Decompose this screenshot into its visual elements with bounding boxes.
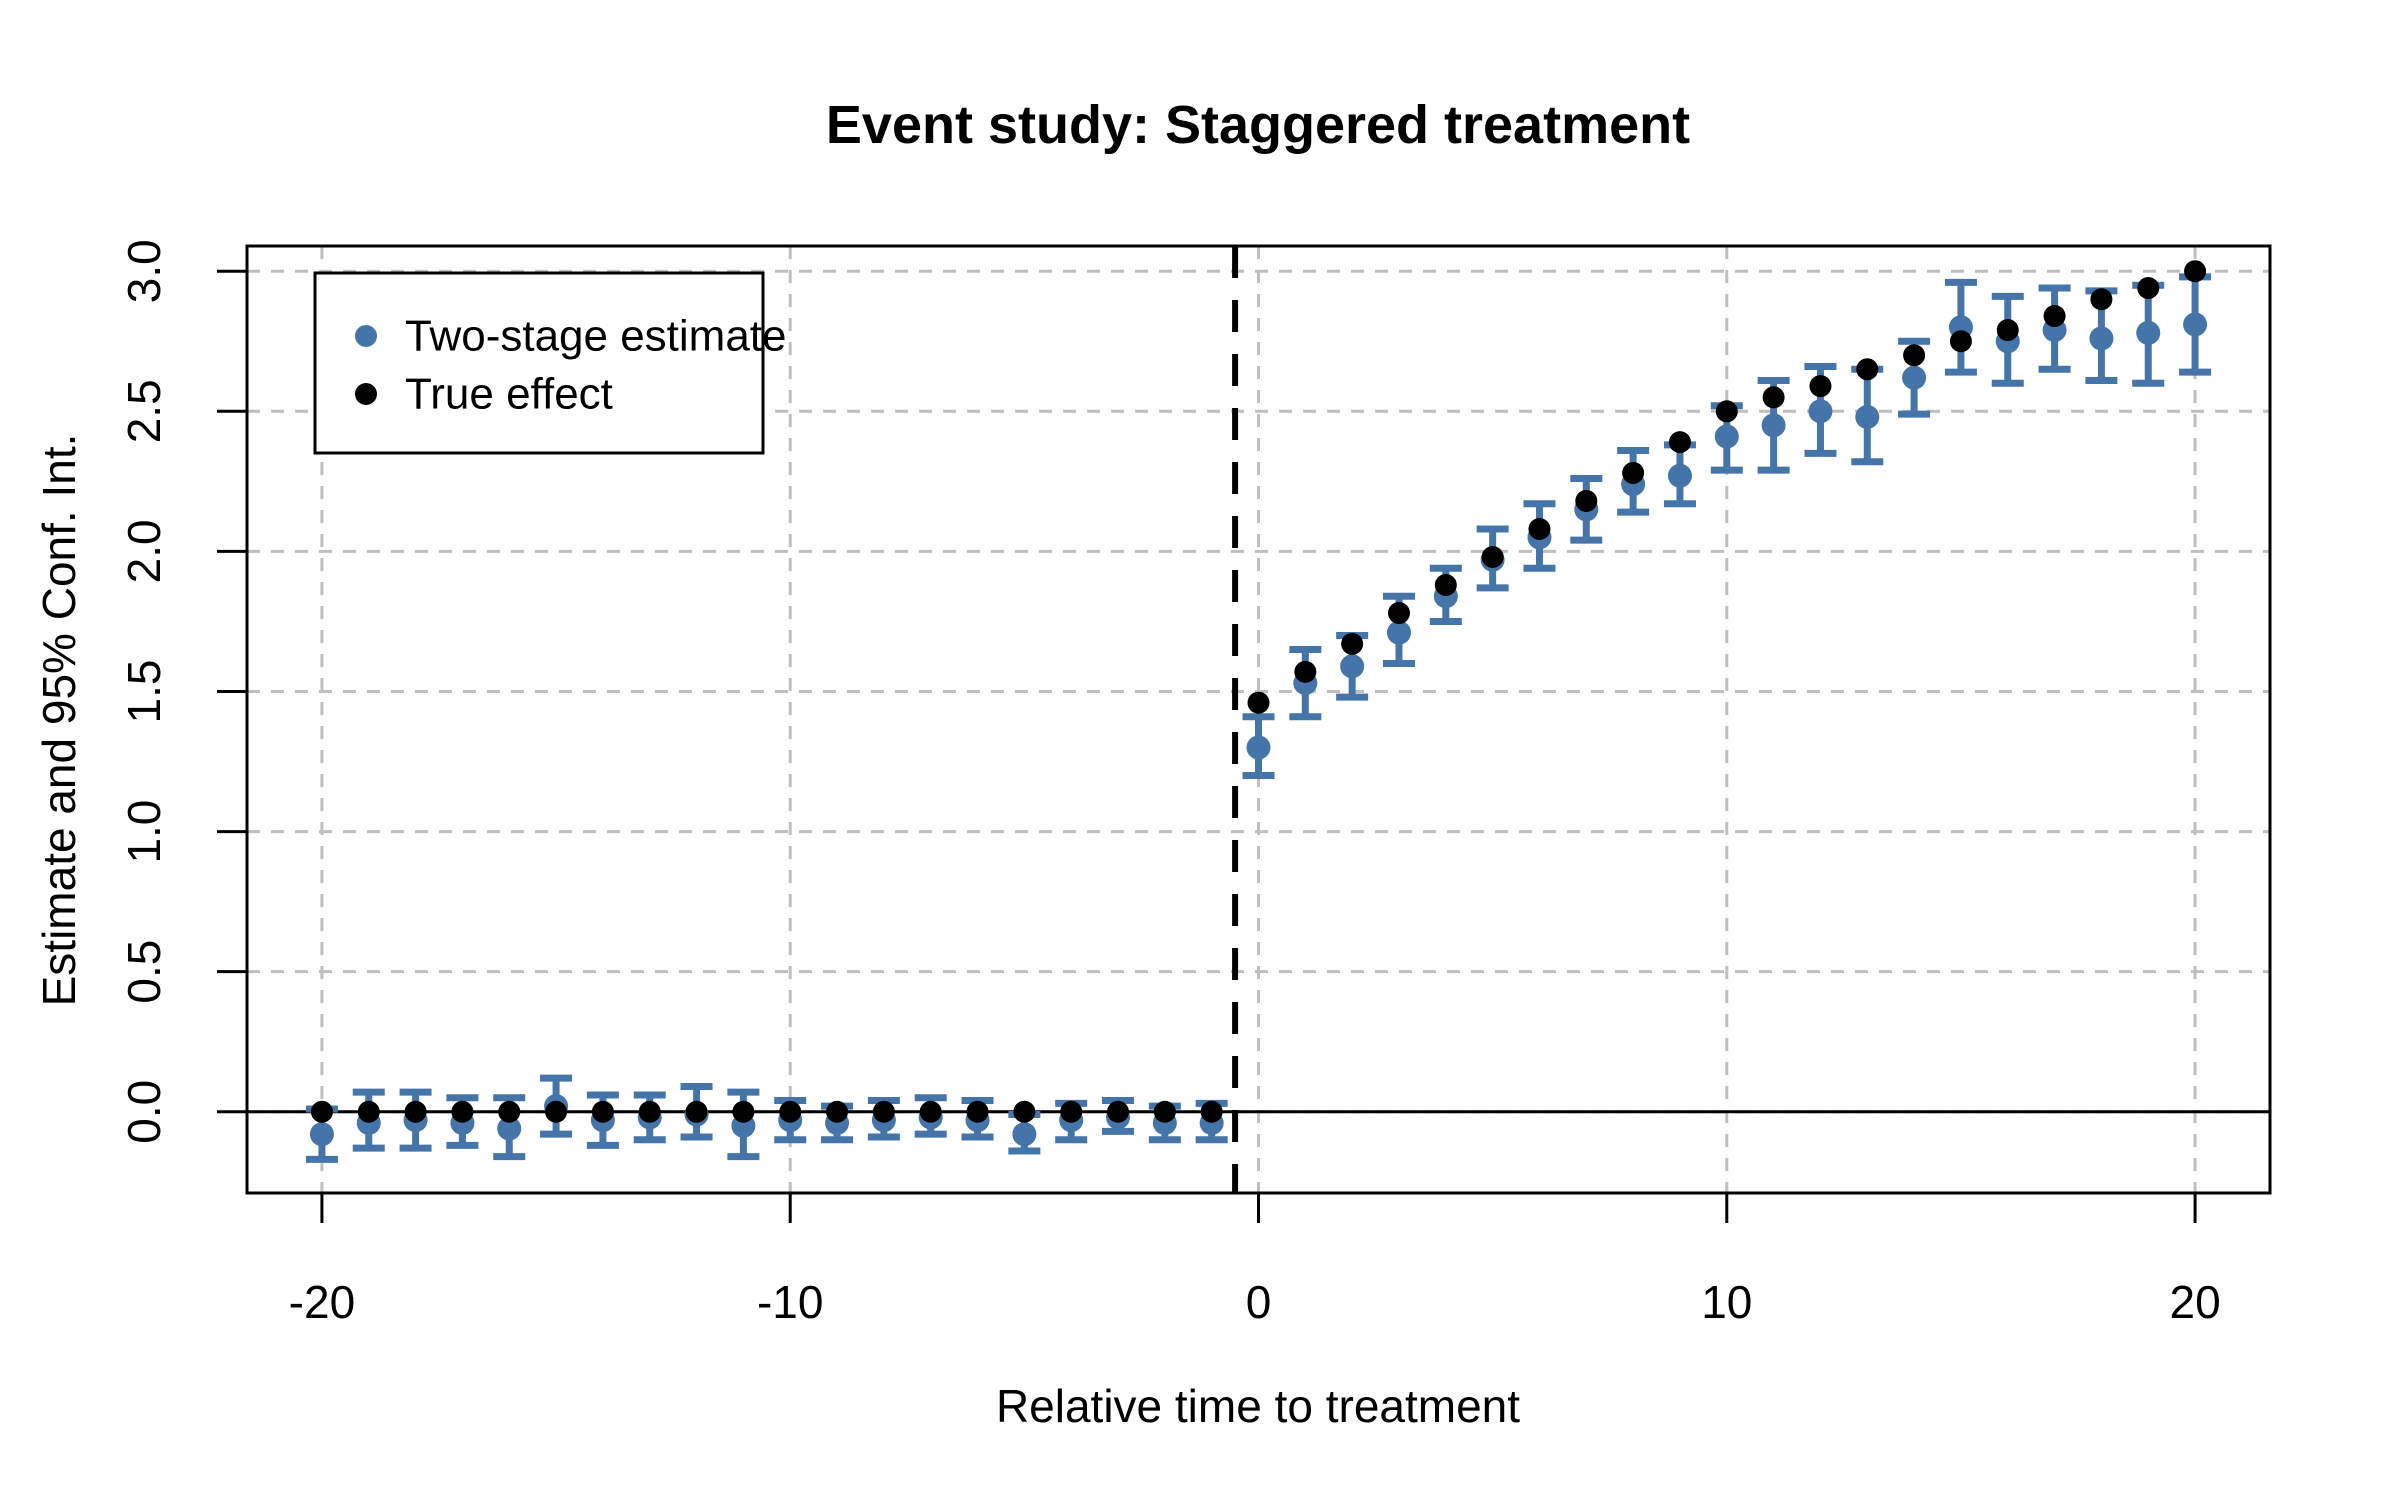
true-effect-point	[919, 1100, 942, 1123]
y-tick-label: 2.5	[118, 379, 170, 443]
estimate-point	[2089, 326, 2114, 351]
true-effect-point	[498, 1100, 521, 1123]
true-effect-point	[1668, 431, 1691, 454]
true-effect-point	[732, 1100, 755, 1123]
estimate-point	[1761, 413, 1786, 438]
x-axis-title: Relative time to treatment	[996, 1380, 1520, 1432]
true-effect-point	[1060, 1100, 1083, 1123]
true-effect-point	[1903, 344, 1926, 367]
estimate-point	[497, 1116, 522, 1141]
y-axis-title: Estimate and 95% Conf. Int.	[33, 434, 85, 1007]
true-effect-point	[1996, 319, 2019, 342]
true-effect-point	[1575, 489, 1598, 512]
y-tick-label: 1.5	[118, 660, 170, 724]
estimate-point	[2136, 320, 2161, 345]
true-effect-point	[1762, 386, 1785, 409]
estimate-point	[1246, 735, 1271, 760]
true-effect-point	[357, 1100, 380, 1123]
data-point-layer	[309, 260, 2208, 1147]
estimate-point	[1714, 424, 1739, 449]
true-effect-point	[1153, 1100, 1176, 1123]
true-effect-point	[545, 1100, 568, 1123]
true-effect-point	[1481, 545, 1504, 568]
true-effect-point	[872, 1100, 895, 1123]
true-effect-point	[1247, 691, 1270, 714]
true-effect-point	[1013, 1100, 1036, 1123]
y-tick-label: 1.0	[118, 800, 170, 864]
x-tick-label: 10	[1701, 1276, 1752, 1328]
true-effect-point	[1949, 330, 1972, 353]
true-effect-point	[1387, 602, 1410, 625]
estimate-point	[1340, 654, 1365, 679]
legend-marker-estimate	[355, 325, 377, 347]
true-effect-point	[1434, 574, 1457, 597]
axis-tick-layer: -20 -10 0 10 20 0.0 0.5 1.0 1.5 2.0 2.5 3.0	[118, 239, 2221, 1328]
legend-marker-true-effect	[355, 383, 377, 405]
legend-label-true-effect: True effect	[405, 370, 613, 419]
true-effect-point	[1715, 400, 1738, 423]
true-effect-point	[1294, 660, 1317, 683]
true-effect-point	[1856, 358, 1879, 381]
reference-line-layer	[247, 246, 2270, 1193]
true-effect-point	[966, 1100, 989, 1123]
true-effect-point	[1528, 517, 1551, 540]
y-tick-label: 0.5	[118, 940, 170, 1004]
estimate-point	[1386, 620, 1411, 645]
true-effect-point	[1107, 1100, 1130, 1123]
true-effect-point	[2043, 305, 2066, 328]
estimate-point	[1667, 463, 1692, 488]
true-effect-point	[638, 1100, 661, 1123]
true-effect-point	[310, 1100, 333, 1123]
estimate-point	[1012, 1122, 1037, 1147]
estimate-point	[1855, 404, 1880, 429]
legend-box	[313, 271, 765, 455]
true-effect-point	[591, 1100, 614, 1123]
estimate-point	[2183, 312, 2208, 337]
y-tick-label: 2.0	[118, 519, 170, 583]
true-effect-point	[2137, 277, 2160, 300]
true-effect-point	[1809, 375, 1832, 398]
true-effect-point	[404, 1100, 427, 1123]
true-effect-point	[2090, 288, 2113, 311]
x-tick-label: 20	[2169, 1276, 2220, 1328]
y-tick-label: 3.0	[118, 239, 170, 303]
true-effect-point	[1200, 1100, 1223, 1123]
estimate-point	[309, 1122, 334, 1147]
true-effect-point	[2184, 260, 2207, 283]
y-tick-label: 0.0	[118, 1080, 170, 1144]
estimate-point	[1902, 365, 1927, 390]
true-effect-point	[451, 1100, 474, 1123]
x-tick-label: 0	[1246, 1276, 1272, 1328]
true-effect-point	[1341, 632, 1364, 655]
true-effect-point	[826, 1100, 849, 1123]
true-effect-point	[685, 1100, 708, 1123]
legend-label-estimate: Two-stage estimate	[405, 312, 787, 361]
x-tick-label: -20	[289, 1276, 355, 1328]
true-effect-point	[779, 1100, 802, 1123]
true-effect-point	[1622, 461, 1645, 484]
legend: Two-stage estimate True effect	[313, 271, 787, 455]
estimate-point	[1808, 399, 1833, 424]
chart-title: Event study: Staggered treatment	[826, 95, 1690, 155]
x-tick-label: -10	[757, 1276, 823, 1328]
